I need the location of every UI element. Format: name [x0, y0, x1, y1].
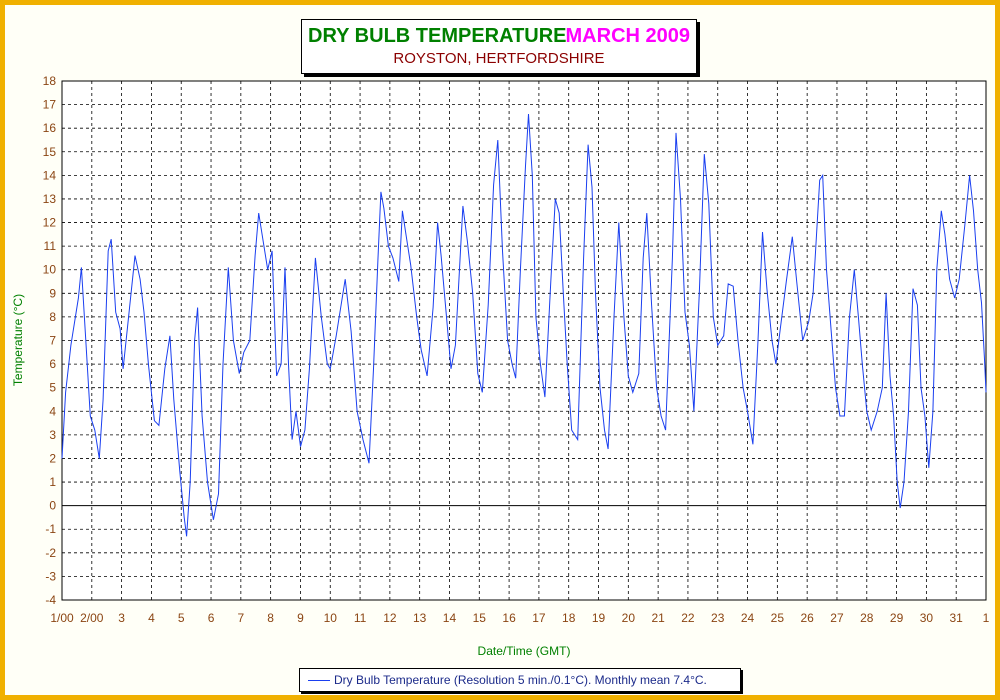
- x-tick-label: 1: [983, 611, 990, 625]
- x-tick-label: 30: [920, 611, 934, 625]
- y-tick-label: 9: [49, 286, 56, 300]
- x-tick-label: 20: [622, 611, 636, 625]
- y-tick-label: 1: [49, 475, 56, 489]
- x-tick-label: 26: [800, 611, 814, 625]
- x-tick-label: 12: [383, 611, 397, 625]
- y-tick-label: 15: [43, 145, 57, 159]
- y-tick-label: 6: [49, 357, 56, 371]
- x-tick-label: 1/00: [50, 611, 74, 625]
- y-axis-label: Temperature (°C): [11, 294, 25, 386]
- x-tick-label: 21: [651, 611, 665, 625]
- chart-subtitle: ROYSTON, HERTFORDSHIRE: [393, 50, 605, 67]
- x-tick-label: 22: [681, 611, 695, 625]
- y-tick-label: 4: [49, 404, 56, 418]
- x-tick-label: 3: [118, 611, 125, 625]
- x-tick-label: 15: [473, 611, 487, 625]
- x-tick-label: 19: [592, 611, 606, 625]
- legend: Dry Bulb Temperature (Resolution 5 min./…: [299, 668, 741, 692]
- chart-title-box: DRY BULB TEMPERATURE MARCH 2009 ROYSTON,…: [301, 19, 697, 74]
- axes: [61, 80, 987, 601]
- y-tick-label: 18: [43, 74, 57, 88]
- dry-bulb-temperature-line: [61, 113, 987, 537]
- y-tick-label: 3: [49, 428, 56, 442]
- x-tick-label: 16: [502, 611, 516, 625]
- y-tick-label: -1: [45, 522, 56, 536]
- y-tick-label: 12: [43, 216, 57, 230]
- y-tick-label: -4: [45, 593, 56, 607]
- x-tick-label: 6: [208, 611, 215, 625]
- y-tick-label: 0: [49, 499, 56, 513]
- plot-border: [61, 80, 987, 601]
- legend-label: Dry Bulb Temperature (Resolution 5 min./…: [334, 673, 707, 687]
- y-tick-label: 17: [43, 98, 57, 112]
- legend-line-swatch: [308, 680, 330, 681]
- x-tick-label: 13: [413, 611, 427, 625]
- x-tick-label: 31: [950, 611, 964, 625]
- y-tick-label: 7: [49, 334, 56, 348]
- y-tick-label: 2: [49, 451, 56, 465]
- x-tick-label: 28: [860, 611, 874, 625]
- x-tick-label: 4: [148, 611, 155, 625]
- y-tick-label: 5: [49, 381, 56, 395]
- x-tick-label: 18: [562, 611, 576, 625]
- y-tick-label: 13: [43, 192, 57, 206]
- x-tick-label: 23: [711, 611, 725, 625]
- x-tick-labels: 1/00 2/00 3 4 5 6 7 8 9 10 11 12 13 14 15 16 17 18 19 20 21 2…: [50, 611, 989, 625]
- x-tick-label: 5: [178, 611, 185, 625]
- chart-title: DRY BULB TEMPERATURE: [308, 25, 567, 47]
- x-tick-label: 24: [741, 611, 755, 625]
- x-axis-label: Date/Time (GMT): [478, 644, 571, 658]
- y-tick-label: 14: [43, 168, 57, 182]
- x-tick-label: 8: [267, 611, 274, 625]
- x-tick-label: 17: [532, 611, 546, 625]
- x-tick-label: 14: [443, 611, 457, 625]
- x-tick-label: 2/00: [80, 611, 104, 625]
- y-tick-label: -3: [45, 569, 56, 583]
- x-tick-label: 27: [830, 611, 844, 625]
- x-tick-label: 7: [237, 611, 244, 625]
- x-tick-label: 29: [890, 611, 904, 625]
- chart-title-date: MARCH 2009: [565, 25, 690, 47]
- x-tick-label: 25: [771, 611, 785, 625]
- x-tick-label: 9: [297, 611, 304, 625]
- y-tick-label: 10: [43, 263, 57, 277]
- y-tick-label: 11: [44, 239, 57, 253]
- y-tick-label: -2: [45, 546, 56, 560]
- y-tick-label: 8: [49, 310, 56, 324]
- x-tick-label: 10: [324, 611, 338, 625]
- x-tick-label: 11: [354, 611, 367, 625]
- y-tick-label: 16: [43, 121, 57, 135]
